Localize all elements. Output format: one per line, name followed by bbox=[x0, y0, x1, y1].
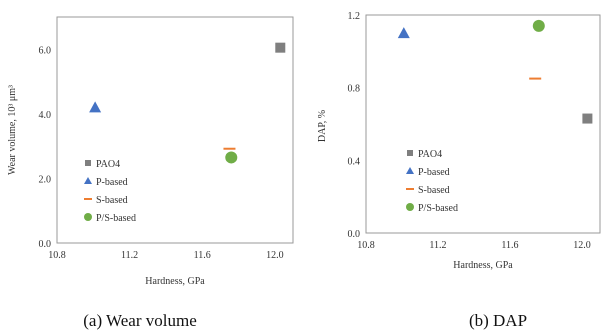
x-axis-label: Hardness, GPa bbox=[453, 260, 513, 271]
legend: PAO4 P-based S-based P/S-based bbox=[406, 149, 458, 214]
x-tick-label: 11.6 bbox=[194, 250, 211, 261]
legend-label: PAO4 bbox=[96, 159, 120, 170]
legend-marker bbox=[84, 213, 92, 221]
legend-marker bbox=[406, 167, 414, 174]
x-tick-label: 11.6 bbox=[501, 240, 518, 251]
data-point-pao4 bbox=[275, 42, 286, 53]
x-tick-label: 11.2 bbox=[429, 240, 446, 251]
plot-frame bbox=[56, 16, 294, 244]
y-axis-label: Wear volume, 10³ μm³ bbox=[7, 85, 18, 175]
x-tick-label: 10.8 bbox=[357, 240, 375, 251]
y-tick-label: 1.2 bbox=[348, 11, 361, 22]
legend-label: P-based bbox=[418, 167, 450, 178]
legend-label: PAO4 bbox=[418, 149, 442, 160]
chart-caption: (b) DAP bbox=[469, 311, 527, 330]
y-tick-label: 2.0 bbox=[39, 174, 52, 185]
data-point-p-s-based bbox=[532, 19, 545, 32]
plot-frame bbox=[365, 14, 601, 234]
y-tick-label: 0.8 bbox=[348, 84, 361, 95]
legend: PAO4 P-based S-based P/S-based bbox=[84, 159, 136, 224]
y-axis-label: DAP, % bbox=[317, 110, 328, 142]
y-tick-label: 0.0 bbox=[348, 229, 361, 240]
legend-label: S-based bbox=[418, 185, 450, 196]
x-tick-label: 12.0 bbox=[266, 250, 284, 261]
x-tick-label: 12.0 bbox=[573, 240, 591, 251]
chart-caption: (a) Wear volume bbox=[83, 311, 197, 330]
x-axis-label: Hardness, GPa bbox=[145, 276, 205, 287]
y-tick-label: 0.4 bbox=[348, 156, 361, 167]
data-point-p-s-based bbox=[225, 151, 238, 164]
x-tick-label: 11.2 bbox=[121, 250, 138, 261]
chart-panel-right: 10.8 11.2 11.6 12.0 0.0 0.4 0.8 1.2 Hardness, GP… bbox=[317, 11, 601, 330]
legend-marker bbox=[84, 177, 92, 184]
legend-label: S-based bbox=[96, 195, 128, 206]
y-tick-label: 6.0 bbox=[39, 45, 52, 56]
data-point-p-based bbox=[397, 27, 410, 39]
legend-marker bbox=[407, 150, 413, 156]
legend-label: P/S-based bbox=[96, 213, 136, 224]
y-tick-label: 4.0 bbox=[39, 110, 52, 121]
legend-marker bbox=[406, 203, 414, 211]
legend-label: P/S-based bbox=[418, 203, 458, 214]
chart-panel-left: 10.8 11.2 11.6 12.0 0.0 2.0 4.0 6.0 Hardness, GP… bbox=[7, 16, 294, 330]
legend-marker bbox=[85, 160, 91, 166]
data-point-pao4 bbox=[582, 113, 593, 124]
legend-label: P-based bbox=[96, 177, 128, 188]
data-point-p-based bbox=[89, 101, 102, 113]
x-tick-label: 10.8 bbox=[48, 250, 66, 261]
y-tick-label: 0.0 bbox=[39, 239, 52, 250]
